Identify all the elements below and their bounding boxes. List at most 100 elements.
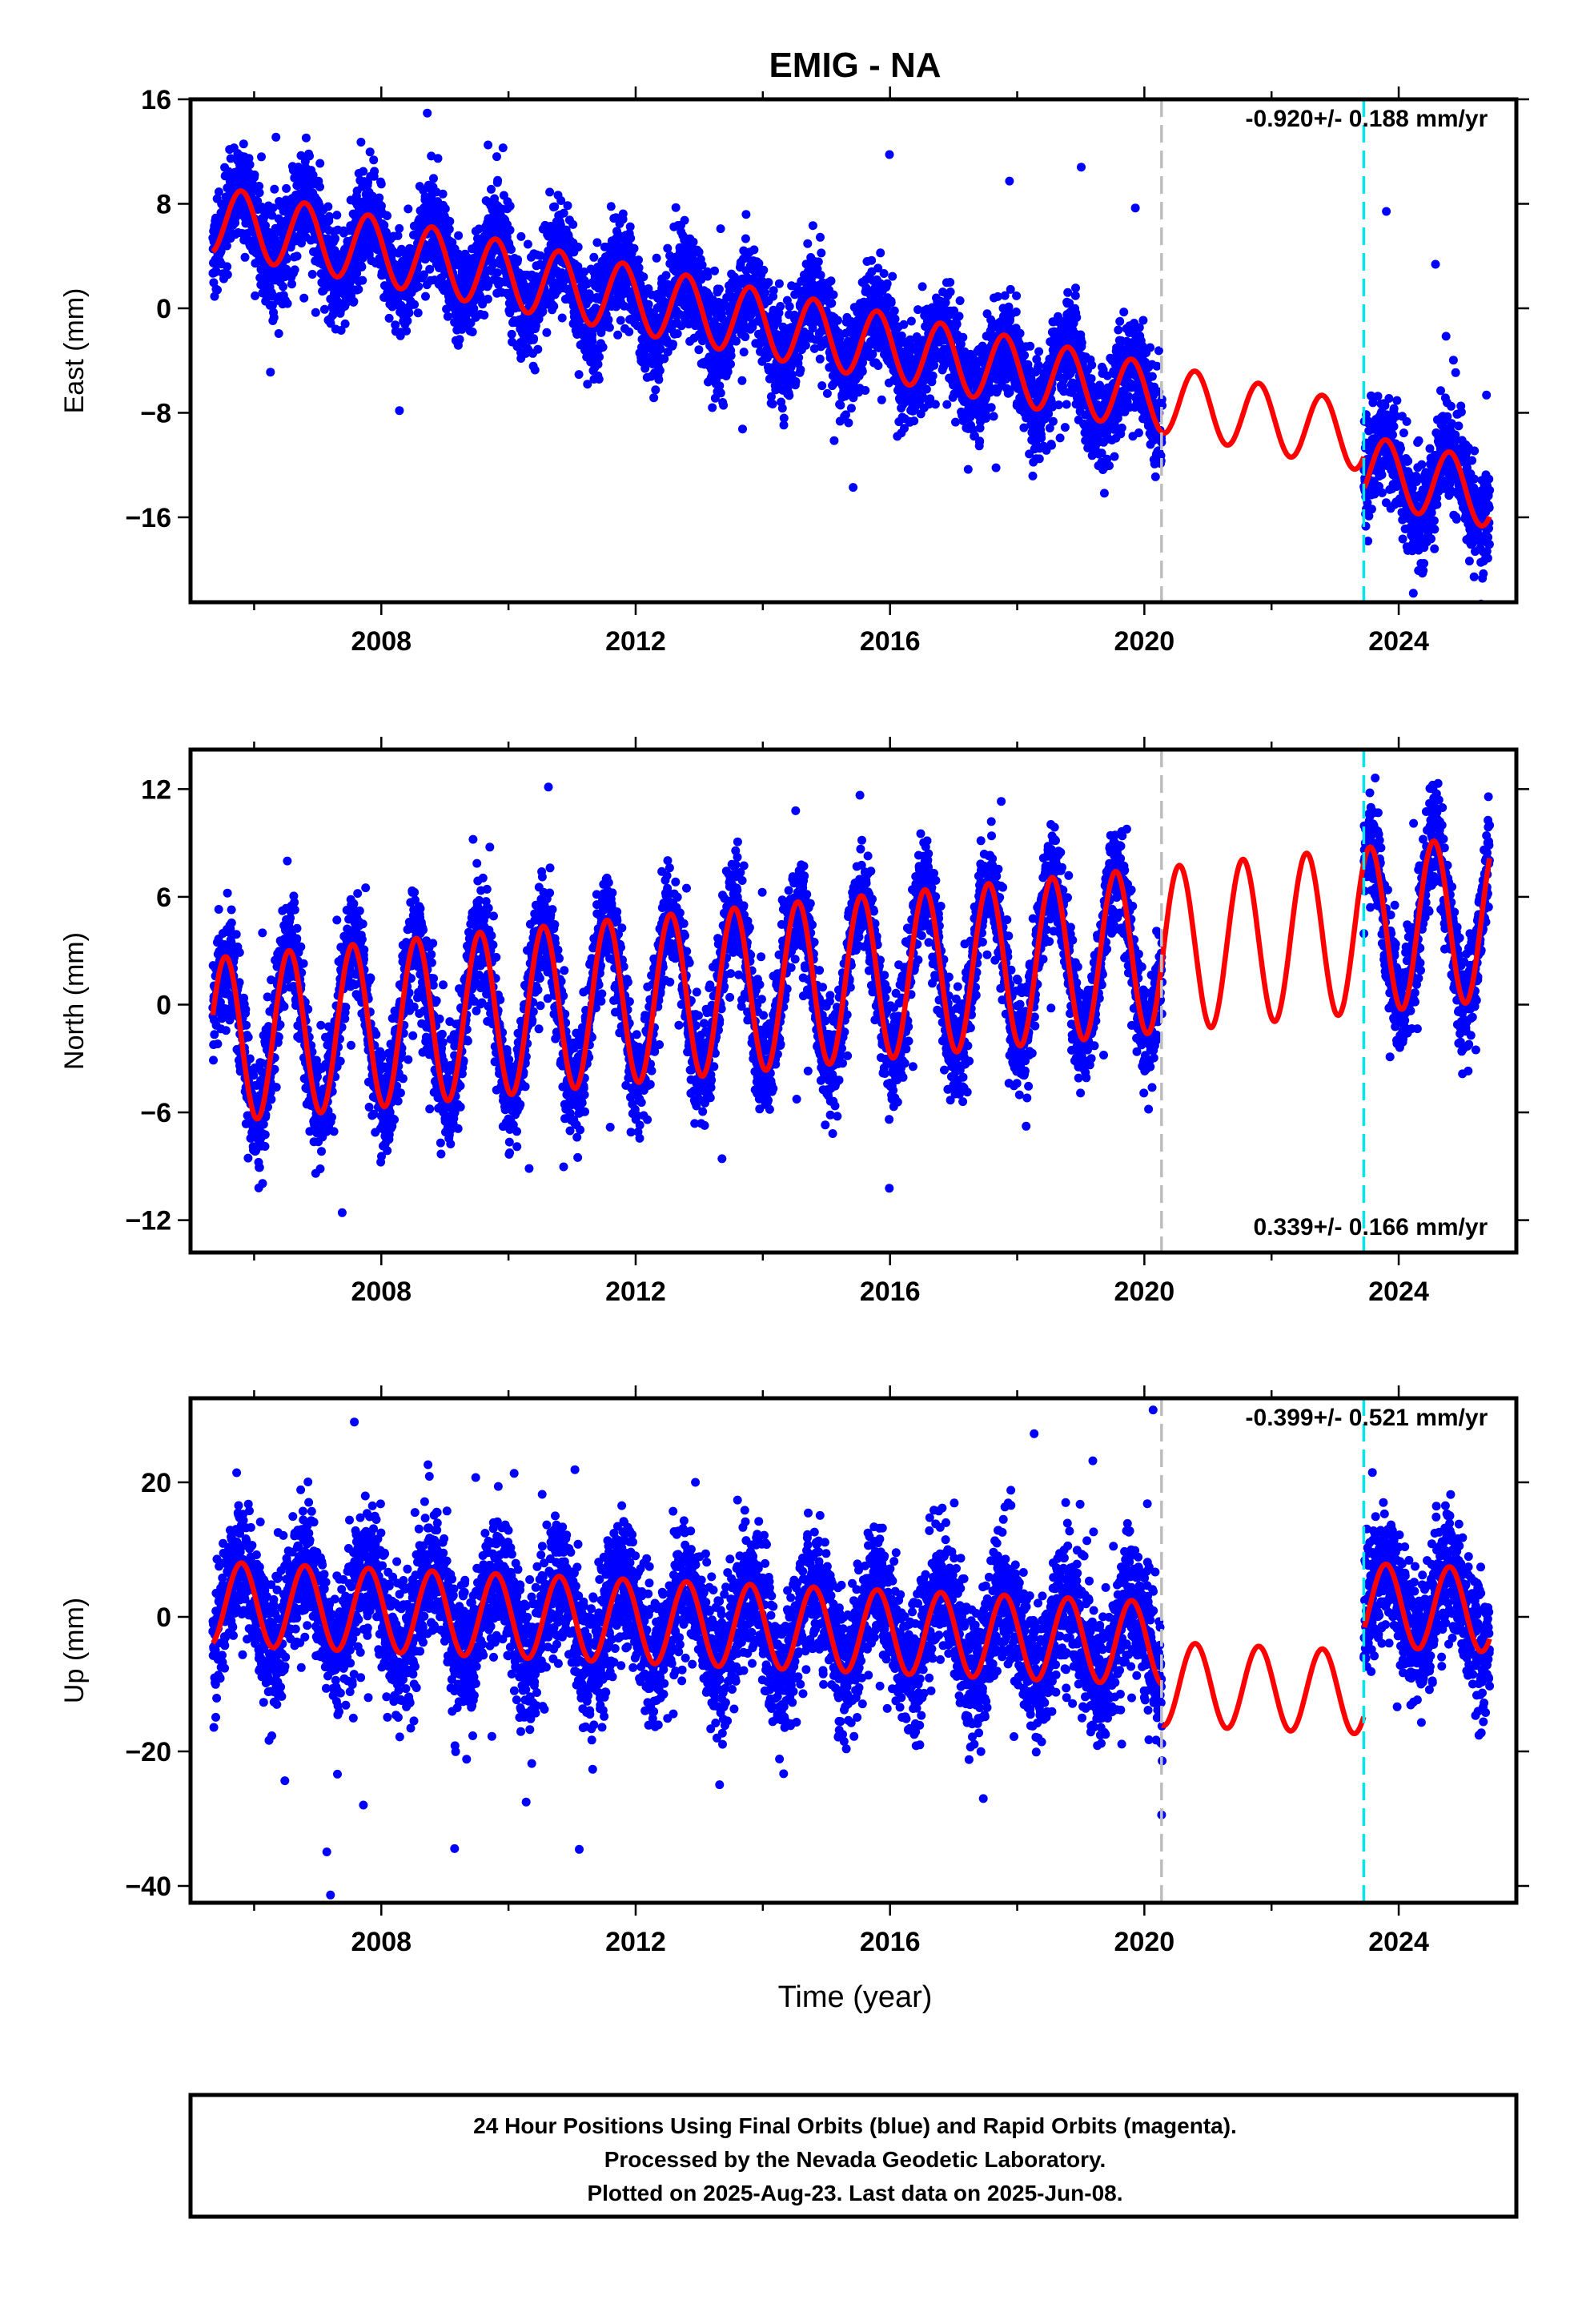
data-point	[598, 343, 608, 352]
data-point	[530, 365, 540, 375]
data-point	[1070, 291, 1080, 300]
data-point	[484, 140, 493, 150]
data-point	[975, 436, 985, 446]
data-point	[958, 332, 968, 342]
data-point	[323, 202, 333, 211]
data-point	[271, 238, 281, 247]
data-point	[890, 314, 900, 324]
data-point	[879, 269, 889, 278]
data-point	[440, 204, 450, 214]
data-point	[794, 353, 804, 362]
data-point	[669, 340, 677, 349]
chart-title: EMIG - NA	[769, 46, 941, 85]
data-point	[759, 265, 769, 275]
data-point	[523, 239, 532, 249]
data-point	[492, 152, 501, 162]
data-point	[885, 150, 894, 159]
data-point	[516, 231, 526, 241]
data-point	[1034, 360, 1043, 370]
data-point	[769, 286, 778, 296]
data-point	[421, 292, 430, 301]
data-point	[443, 312, 452, 321]
data-point	[963, 464, 973, 474]
data-point	[480, 311, 489, 320]
data-point	[796, 365, 805, 375]
data-point	[367, 191, 377, 201]
data-point	[404, 308, 414, 318]
data-point	[723, 367, 733, 376]
data-point	[454, 231, 464, 240]
data-point	[1048, 416, 1058, 426]
data-point	[223, 270, 232, 279]
data-point	[829, 436, 839, 445]
data-point	[917, 282, 927, 292]
data-point	[274, 329, 283, 338]
data-point	[395, 406, 404, 416]
data-point	[419, 270, 428, 279]
data-point	[533, 344, 543, 354]
data-point	[625, 222, 635, 231]
data-point	[639, 272, 648, 282]
data-point	[493, 175, 503, 185]
data-point	[324, 211, 334, 221]
data-point	[354, 284, 363, 294]
data-point	[952, 320, 962, 329]
data-point	[694, 345, 704, 355]
data-point	[445, 216, 455, 226]
data-point	[332, 211, 342, 220]
data-point	[595, 352, 604, 362]
data-point	[223, 262, 232, 271]
data-point	[651, 385, 661, 395]
data-point	[867, 255, 877, 265]
data-point	[1028, 471, 1038, 480]
data-point	[404, 204, 413, 214]
data-point	[379, 220, 389, 230]
data-point	[222, 241, 231, 251]
data-point	[909, 416, 919, 426]
data-point	[545, 187, 555, 197]
data-point	[542, 328, 552, 337]
data-point	[1077, 338, 1086, 348]
data-point	[214, 187, 223, 197]
data-point	[726, 360, 735, 369]
data-point	[991, 463, 1001, 472]
data-point	[267, 290, 277, 300]
data-point	[473, 11, 482, 20]
data-point	[737, 376, 747, 385]
data-point	[982, 413, 990, 423]
data-point	[492, 268, 502, 278]
data-point	[513, 255, 523, 264]
data-point	[921, 384, 931, 394]
data-point	[356, 138, 366, 147]
data-point	[340, 319, 350, 328]
data-point	[308, 171, 318, 180]
data-point	[649, 393, 659, 403]
data-point	[955, 296, 965, 305]
data-point	[231, 218, 240, 227]
data-point	[803, 239, 813, 248]
data-point	[815, 354, 825, 364]
data-point	[816, 271, 825, 279]
data-point	[563, 201, 572, 211]
data-point	[613, 330, 623, 340]
east-plot-area	[208, 11, 1495, 602]
data-point	[315, 182, 324, 191]
data-point	[827, 299, 837, 308]
data-point	[618, 209, 628, 219]
data-point	[1012, 291, 1022, 300]
data-point	[538, 307, 548, 316]
data-point	[673, 329, 682, 339]
data-point	[250, 170, 259, 179]
data-point	[251, 291, 260, 300]
data-point	[876, 248, 885, 258]
data-point	[816, 232, 825, 242]
data-point	[305, 151, 314, 161]
data-point	[849, 483, 858, 493]
data-point	[257, 152, 266, 162]
data-point	[438, 189, 448, 199]
data-point	[410, 300, 420, 309]
data-point	[556, 196, 566, 205]
data-point	[365, 147, 375, 157]
data-point	[299, 293, 309, 303]
